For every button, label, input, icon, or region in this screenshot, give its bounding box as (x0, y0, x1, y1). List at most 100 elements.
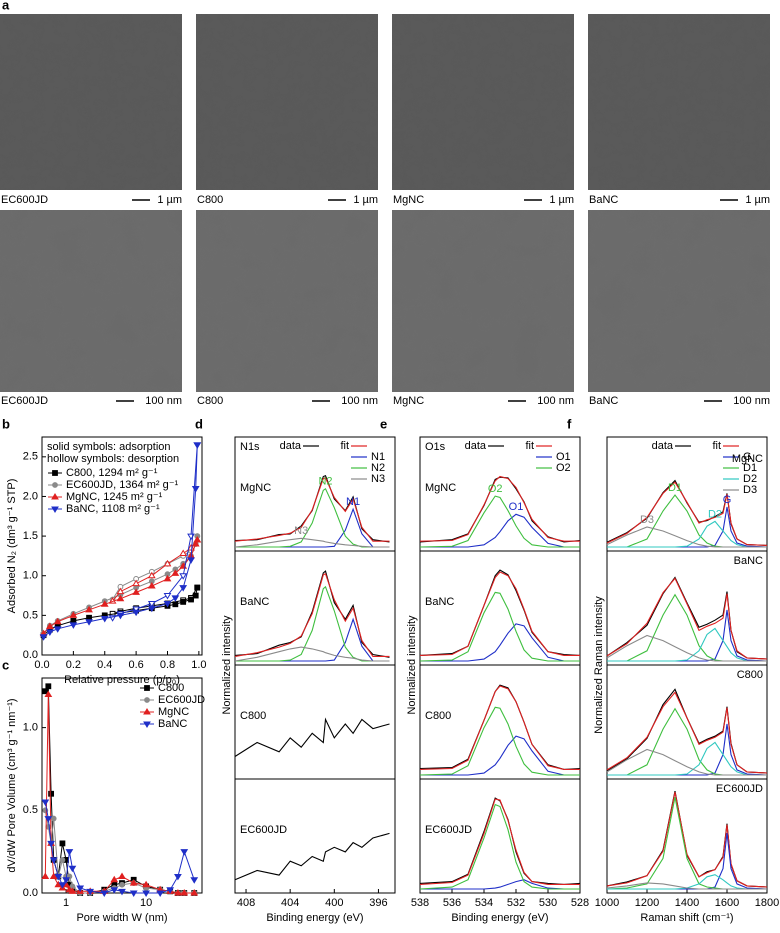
fit-line (606, 481, 768, 546)
y-tick-label: 0.0 (23, 649, 38, 661)
legend-label: data (652, 440, 674, 452)
fit-line (606, 577, 768, 660)
marker (129, 890, 138, 897)
scale-label: 1 µm (157, 194, 182, 206)
marker (116, 612, 125, 620)
sem-images: EC600JD 1 µm C800 1 µm MgNC 1 µm BaNC 1 µm EC600… (0, 14, 770, 407)
marker (85, 605, 93, 613)
y-axis-label: Adsorbed N₂ (dm³ g⁻¹ STP) (6, 479, 18, 614)
marker (47, 840, 55, 848)
sample-label: EC600JD (1, 395, 48, 407)
marker (166, 887, 175, 894)
fit-line (607, 874, 767, 890)
panel-label: e (380, 416, 387, 431)
sample-label: EC600JD (425, 824, 472, 836)
marker (171, 595, 180, 602)
data-line (606, 790, 768, 888)
x-tick-label: 0.0 (34, 659, 49, 671)
x-tick-label: 404 (281, 897, 299, 909)
fit-line (419, 591, 580, 662)
sem-image (0, 210, 182, 392)
fit-line (419, 495, 580, 548)
legend-label: fit (525, 440, 534, 452)
marker (50, 815, 57, 822)
marker (54, 873, 63, 881)
marker (129, 879, 138, 886)
fit-line (420, 513, 580, 548)
marker (65, 849, 74, 856)
y-axis-label: dV/dW Pore Volume (cm³ g⁻¹ nm⁻¹) (6, 698, 18, 872)
x-axis-label: Relative pressure (p/p₀) (64, 674, 180, 686)
fit-line (419, 803, 580, 890)
marker (163, 574, 172, 582)
sample-label: MgNC (393, 395, 424, 407)
marker (193, 442, 202, 449)
legend-label: N1 (371, 451, 385, 463)
sem-image (196, 210, 378, 392)
x-tick-label: 1400 (675, 897, 699, 909)
annotation: solid symbols: adsorption (47, 441, 171, 453)
sample-label: C800 (197, 194, 223, 206)
marker (51, 493, 59, 500)
marker (45, 629, 54, 636)
x-axis-label: Binding energy (eV) (266, 912, 363, 924)
marker (68, 865, 77, 873)
sample-label: MgNC (240, 482, 271, 494)
y-tick-label: 0.5 (23, 609, 38, 621)
fit-line (606, 526, 767, 548)
marker (143, 721, 151, 728)
sample-label: BaNC (425, 596, 454, 608)
scale-label: 1 µm (745, 194, 770, 206)
marker (147, 600, 156, 608)
fit-line (419, 706, 580, 776)
marker (44, 690, 53, 698)
fit-line (235, 585, 390, 662)
y-tick-label: 1.0 (23, 570, 38, 582)
peak-label: D2 (708, 508, 722, 520)
legend-label: data (465, 440, 487, 452)
peak-label: O2 (488, 483, 503, 495)
sample-label: MgNC (732, 453, 763, 465)
fit-line (420, 735, 580, 776)
marker (144, 685, 150, 691)
x-tick-label: 532 (507, 897, 525, 909)
scale-label: 100 nm (733, 395, 770, 407)
marker (62, 877, 70, 884)
marker (110, 875, 119, 883)
fit-line (420, 879, 580, 890)
peak-label: N1 (346, 496, 360, 508)
legend-label: BaNC (158, 718, 187, 730)
sem-image (196, 14, 378, 190)
sample-label: BaNC (589, 194, 618, 206)
scale-label: 100 nm (341, 395, 378, 407)
fit-line (607, 520, 767, 548)
marker (179, 573, 188, 580)
sample-label: BaNC (734, 555, 763, 567)
panel-label: c (2, 657, 9, 672)
x-tick-label: 10 (140, 897, 152, 909)
marker (100, 616, 109, 623)
legend-label: D2 (743, 473, 757, 485)
y-axis-label: Normalized Raman intensity (593, 596, 605, 734)
marker (187, 544, 195, 551)
x-tick-label: 1800 (755, 897, 779, 909)
x-tick-label: 528 (571, 897, 589, 909)
x-tick-label: 0.4 (97, 659, 112, 671)
annotation: hollow symbols: desorption (47, 453, 179, 465)
legend-label: O2 (556, 462, 571, 474)
marker (180, 598, 187, 605)
marker (69, 611, 78, 618)
legend-label: BaNC, 1108 m² g⁻¹ (66, 503, 160, 515)
marker (132, 606, 141, 613)
marker (42, 688, 49, 695)
fit-line (420, 623, 580, 662)
sample-label: EC600JD (240, 824, 287, 836)
marker (45, 622, 54, 629)
panel-label: b (2, 416, 10, 431)
x-tick-label: 1000 (595, 897, 619, 909)
scale-label: 100 nm (537, 395, 574, 407)
data-line (419, 797, 581, 885)
marker (85, 619, 93, 626)
sample-label: MgNC (425, 482, 456, 494)
